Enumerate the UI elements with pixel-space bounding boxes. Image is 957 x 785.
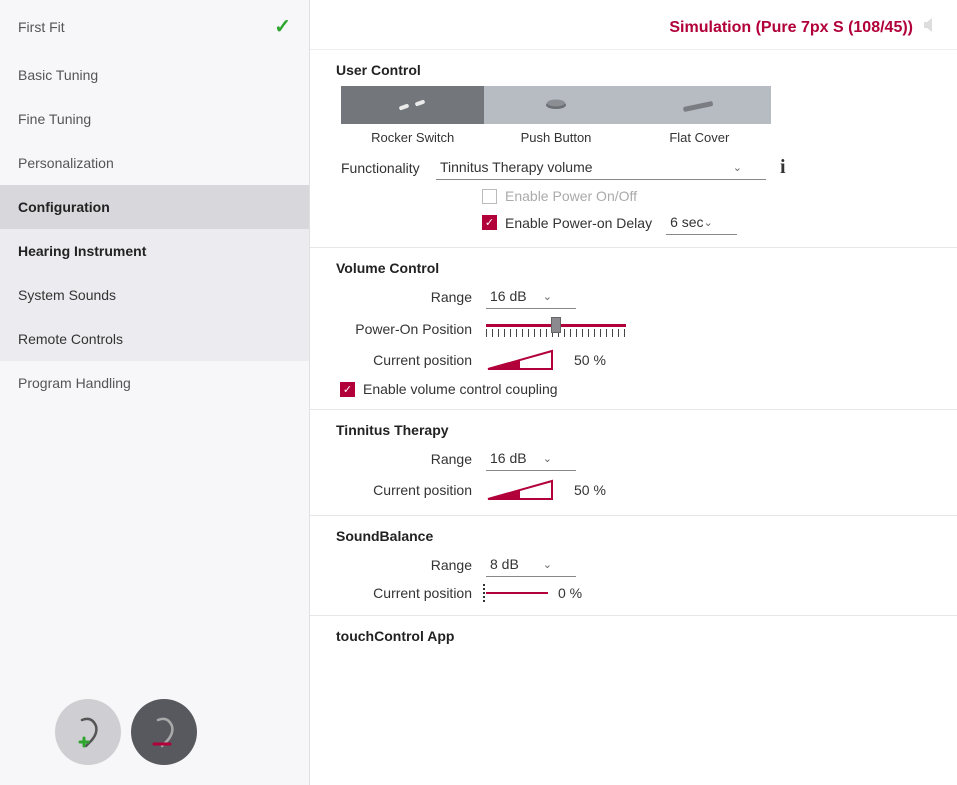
nav-label: Configuration — [18, 199, 110, 215]
nav-label: First Fit — [18, 19, 65, 35]
functionality-row: Functionality Tinnitus Therapy volume ⌄ … — [336, 155, 931, 180]
seg-label-flat: Flat Cover — [628, 130, 771, 145]
checkbox-label: Enable volume control coupling — [363, 381, 558, 397]
main-panel: Simulation (Pure 7px S (108/45)) User Co… — [310, 0, 957, 785]
nav-label: System Sounds — [18, 287, 116, 303]
sidebar: First Fit ✓ Basic Tuning Fine Tuning Per… — [0, 0, 310, 785]
nav-label: Hearing Instrument — [18, 243, 146, 259]
soundbalance-line-indicator — [486, 592, 548, 594]
chevron-down-icon: ⌄ — [704, 216, 713, 229]
current-position-value: 0 % — [558, 585, 582, 601]
checkbox-label: Enable Power On/Off — [505, 188, 637, 204]
push-button-icon — [541, 98, 571, 112]
nav-remote-controls[interactable]: Remote Controls — [0, 317, 309, 361]
section-title: touchControl App — [336, 628, 931, 644]
hearing-aid-icon — [68, 712, 108, 752]
flat-cover-icon — [679, 98, 719, 112]
nav-label: Personalization — [18, 155, 114, 171]
chevron-down-icon: ⌄ — [543, 290, 552, 303]
section-title: Volume Control — [336, 260, 931, 276]
current-position-value: 50 % — [574, 352, 606, 368]
section-sound-balance: SoundBalance Range 8 dB ⌄ Current positi… — [310, 516, 957, 616]
nav-fine-tuning[interactable]: Fine Tuning — [0, 97, 309, 141]
seg-label-rocker: Rocker Switch — [341, 130, 484, 145]
seg-flat-cover[interactable] — [628, 86, 771, 124]
current-position-value: 50 % — [574, 482, 606, 498]
functionality-dropdown[interactable]: Tinnitus Therapy volume ⌄ — [436, 155, 766, 180]
nav-first-fit[interactable]: First Fit ✓ — [0, 0, 309, 53]
functionality-label: Functionality — [336, 160, 436, 176]
nav-label: Program Handling — [18, 375, 131, 391]
enable-power-on-delay-row: ✓ Enable Power-on Delay 6 sec ⌄ — [482, 210, 931, 235]
section-user-control: User Control — [310, 50, 957, 248]
section-touchcontrol-app: touchControl App — [310, 616, 957, 658]
nav-label: Basic Tuning — [18, 67, 98, 83]
range-label: Range — [336, 557, 486, 573]
dropdown-value: Tinnitus Therapy volume — [440, 159, 593, 175]
power-on-position-slider[interactable] — [486, 317, 626, 341]
current-position-label: Current position — [336, 352, 486, 368]
current-position-label: Current position — [336, 482, 486, 498]
nav-personalization[interactable]: Personalization — [0, 141, 309, 185]
volume-wedge-indicator — [486, 349, 554, 371]
tinnitus-wedge-indicator — [486, 479, 554, 501]
chevron-down-icon: ⌄ — [543, 452, 552, 465]
dropdown-value: 6 sec — [670, 214, 703, 230]
nav-configuration[interactable]: Configuration — [0, 185, 309, 229]
hearing-aid-muted-icon — [144, 712, 184, 752]
seg-push-button[interactable] — [484, 86, 627, 124]
seg-labels: Rocker Switch Push Button Flat Cover — [341, 130, 771, 145]
volume-range-dropdown[interactable]: 16 dB ⌄ — [486, 284, 576, 309]
power-on-delay-dropdown[interactable]: 6 sec ⌄ — [666, 210, 737, 235]
current-position-label: Current position — [336, 585, 486, 601]
power-on-position-label: Power-On Position — [336, 321, 486, 337]
seg-rocker-switch[interactable] — [341, 86, 484, 124]
section-title: Tinnitus Therapy — [336, 422, 931, 438]
dropdown-value: 16 dB — [490, 450, 527, 466]
speaker-muted-icon[interactable] — [921, 16, 939, 39]
checkbox-label: Enable Power-on Delay — [505, 215, 652, 231]
header: Simulation (Pure 7px S (108/45)) — [310, 0, 957, 50]
volume-coupling-checkbox[interactable]: ✓ — [340, 382, 355, 397]
nav-label: Fine Tuning — [18, 111, 91, 127]
tinnitus-range-dropdown[interactable]: 16 dB ⌄ — [486, 446, 576, 471]
section-title: SoundBalance — [336, 528, 931, 544]
range-label: Range — [336, 451, 486, 467]
nav-label: Remote Controls — [18, 331, 123, 347]
enable-power-onoff-row: Enable Power On/Off — [482, 188, 931, 204]
rocker-switch-icon — [393, 97, 433, 113]
nav-system-sounds[interactable]: System Sounds — [0, 273, 309, 317]
dropdown-value: 16 dB — [490, 288, 527, 304]
dropdown-value: 8 dB — [490, 556, 519, 572]
section-tinnitus-therapy: Tinnitus Therapy Range 16 dB ⌄ Current p… — [310, 410, 957, 516]
enable-power-onoff-checkbox — [482, 189, 497, 204]
nav-program-handling[interactable]: Program Handling — [0, 361, 309, 405]
seg-label-push: Push Button — [484, 130, 627, 145]
sidebar-footer — [55, 699, 197, 765]
soundbalance-range-dropdown[interactable]: 8 dB ⌄ — [486, 552, 576, 577]
user-control-segmented — [341, 86, 771, 124]
hearing-aid-connect-button[interactable] — [55, 699, 121, 765]
info-icon[interactable]: i — [780, 156, 786, 179]
range-label: Range — [336, 289, 486, 305]
check-icon: ✓ — [274, 14, 291, 39]
section-title: User Control — [336, 62, 931, 78]
section-volume-control: Volume Control Range 16 dB ⌄ Power-On Po… — [310, 248, 957, 410]
enable-power-on-delay-checkbox[interactable]: ✓ — [482, 215, 497, 230]
nav-hearing-instrument[interactable]: Hearing Instrument — [0, 229, 309, 273]
hearing-aid-disconnect-button[interactable] — [131, 699, 197, 765]
simulation-title: Simulation (Pure 7px S (108/45)) — [669, 19, 913, 37]
nav-basic-tuning[interactable]: Basic Tuning — [0, 53, 309, 97]
volume-coupling-row: ✓ Enable volume control coupling — [340, 381, 931, 397]
chevron-down-icon: ⌄ — [543, 558, 552, 571]
chevron-down-icon: ⌄ — [733, 161, 742, 174]
